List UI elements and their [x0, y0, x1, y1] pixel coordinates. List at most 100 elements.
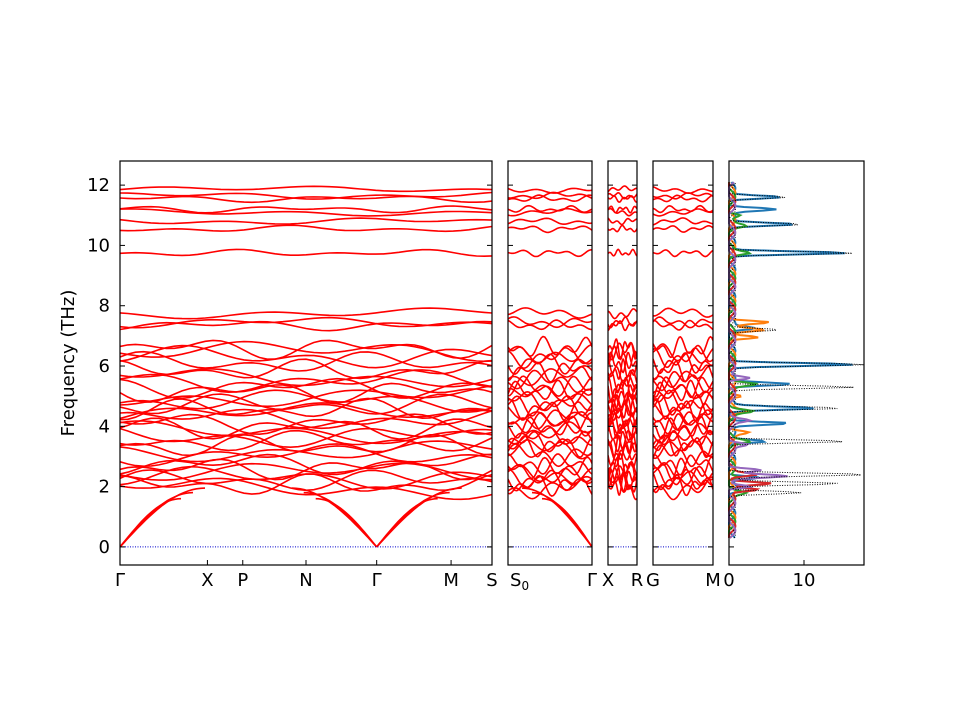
- acoustic-branch: [591, 545, 592, 547]
- band-line: [653, 456, 713, 481]
- kpoint-label: G: [646, 570, 660, 591]
- band-line: [608, 308, 637, 320]
- dos-x-tick-label: 0: [723, 570, 734, 591]
- dos-x-tick-label: 10: [793, 570, 816, 591]
- band-line: [120, 358, 492, 380]
- band-line: [508, 249, 592, 258]
- band-line: [653, 208, 713, 217]
- band-line: [120, 224, 492, 233]
- band-line: [120, 408, 492, 430]
- band-line: [120, 385, 492, 408]
- band-line: [653, 424, 713, 449]
- band-line: [608, 397, 637, 422]
- band-line: [508, 469, 592, 492]
- band-line: [120, 443, 492, 468]
- band-line: [653, 476, 713, 501]
- band-line: [508, 398, 592, 422]
- y-tick-label: 0: [99, 537, 110, 558]
- band-line: [508, 475, 592, 500]
- band-panel-frame: [507, 160, 593, 566]
- band-line: [120, 185, 492, 193]
- band-panel-3: [608, 185, 637, 548]
- acoustic-branch: [376, 487, 462, 548]
- acoustic-branch: [120, 491, 194, 548]
- band-panel-frame: [652, 160, 714, 566]
- acoustic-branch: [120, 487, 206, 548]
- band-line: [508, 456, 592, 480]
- band-line: [653, 307, 713, 318]
- band-line: [608, 345, 637, 370]
- y-tick-label: 2: [99, 477, 110, 498]
- y-tick-label: 10: [87, 235, 110, 256]
- dos-panel-frame: [728, 160, 865, 566]
- band-panel-4: [653, 185, 713, 548]
- kpoint-label: Γ: [587, 570, 597, 591]
- band-line: [653, 360, 713, 383]
- band-line: [653, 473, 713, 497]
- band-line: [608, 320, 637, 332]
- band-line: [120, 402, 492, 420]
- band-line: [120, 413, 492, 436]
- y-tick-label: 12: [87, 175, 110, 196]
- band-line: [608, 248, 637, 257]
- band-lines-layer: [120, 185, 713, 548]
- acoustic-branch: [541, 497, 592, 548]
- band-line: [653, 465, 713, 488]
- band-line: [653, 217, 713, 226]
- band-line: [120, 205, 492, 214]
- band-line: [653, 249, 713, 258]
- band-line: [120, 344, 492, 369]
- acoustic-branch: [531, 491, 592, 548]
- band-line: [120, 191, 492, 200]
- acoustic-branch: [315, 497, 378, 548]
- band-line: [120, 440, 492, 463]
- band-line: [608, 205, 637, 214]
- band-line: [120, 217, 492, 225]
- band-line: [508, 191, 592, 200]
- dos-curves-layer: [727, 181, 864, 539]
- band-line: [653, 344, 713, 369]
- band-line: [120, 393, 492, 415]
- band-line: [120, 195, 492, 204]
- band-line: [508, 364, 592, 387]
- band-line: [508, 435, 592, 459]
- band-line: [508, 225, 592, 234]
- band-line: [608, 368, 637, 393]
- band-line: [120, 389, 492, 413]
- band-line: [508, 443, 592, 468]
- acoustic-branch: [303, 491, 378, 548]
- kpoint-label: Γ: [115, 570, 125, 591]
- band-line: [653, 185, 713, 194]
- band-line: [653, 415, 713, 440]
- y-axis-label: Frequency (THz): [58, 290, 79, 437]
- kpoint-label: X: [201, 570, 213, 591]
- band-line: [653, 364, 713, 389]
- band-line: [653, 192, 713, 200]
- band-line: [653, 413, 713, 435]
- band-line: [608, 430, 637, 453]
- band-line: [508, 353, 592, 375]
- band-line: [608, 217, 637, 226]
- y-tick-label: 6: [99, 356, 110, 377]
- band-line: [508, 307, 592, 319]
- kpoint-label: S0: [510, 570, 529, 593]
- band-panel-frame: [607, 160, 638, 566]
- band-line: [653, 204, 713, 214]
- band-line: [653, 379, 713, 402]
- kpoint-label: Γ: [372, 570, 382, 591]
- band-line: [653, 352, 713, 374]
- band-line: [120, 453, 492, 476]
- band-line: [508, 388, 592, 412]
- acoustic-branch: [291, 487, 378, 548]
- band-line: [508, 204, 592, 213]
- band-panel-2: [508, 187, 592, 548]
- y-tick-label: 4: [99, 416, 110, 437]
- kpoint-label: P: [237, 570, 248, 591]
- acoustic-branch: [120, 545, 121, 547]
- band-line: [608, 207, 637, 217]
- band-line: [120, 307, 492, 320]
- band-line: [653, 225, 713, 233]
- band-line: [608, 461, 637, 484]
